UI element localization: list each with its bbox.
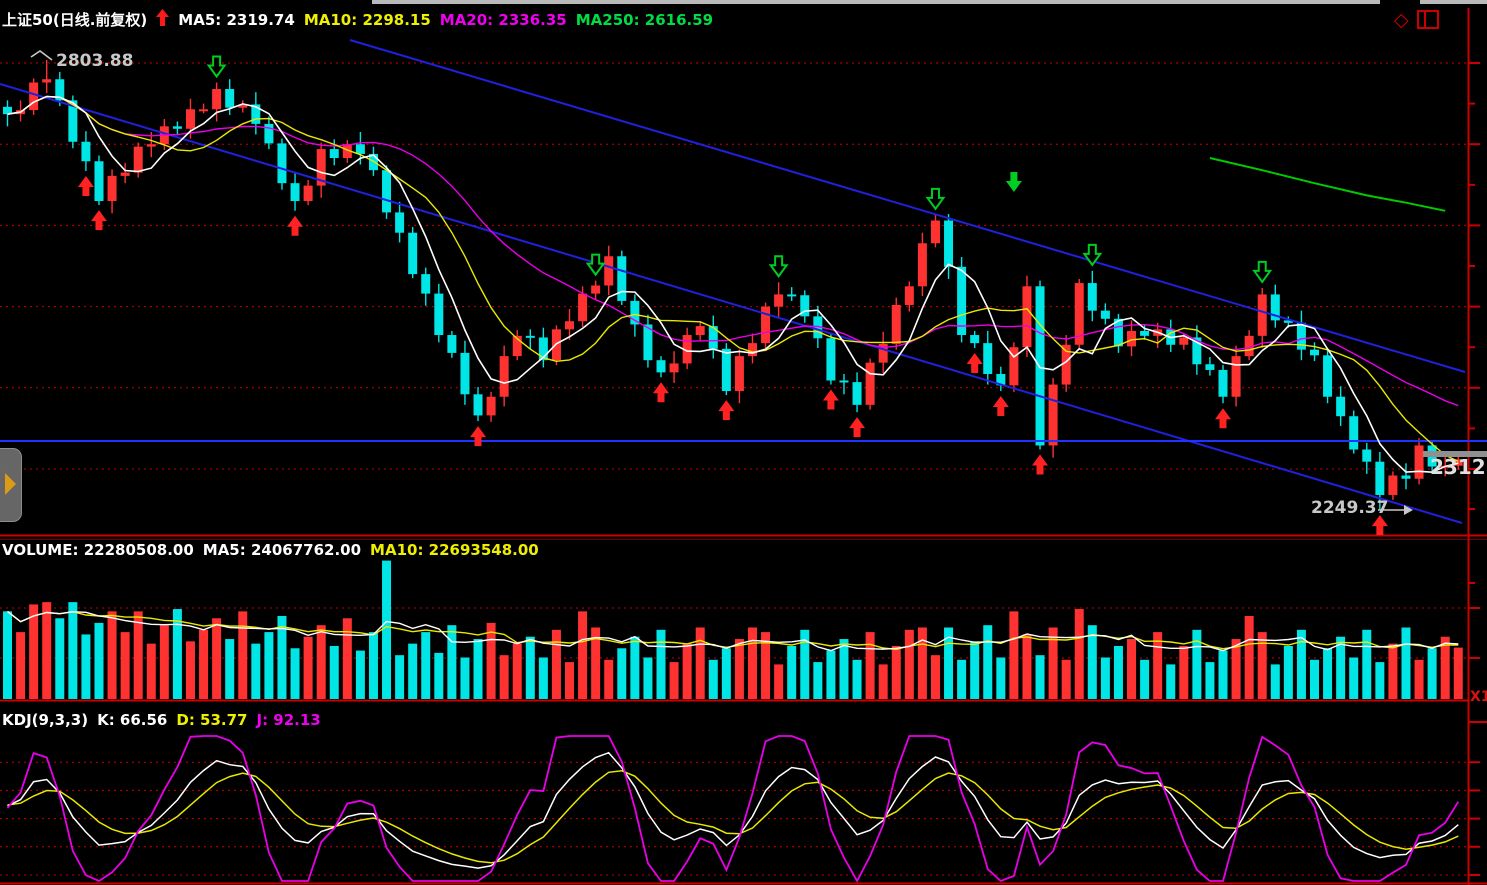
volume-scale-label: X1 bbox=[1470, 689, 1487, 705]
ma5-value: MA5: 2319.74 bbox=[178, 10, 295, 29]
diamond-icon[interactable]: ◇ bbox=[1394, 8, 1409, 31]
ma10-value: MA10: 2298.15 bbox=[303, 10, 431, 29]
up-arrow-icon bbox=[156, 9, 170, 30]
expand-triangle-icon bbox=[5, 473, 16, 495]
symbol-title: 上证50(日线.前复权) bbox=[2, 11, 148, 29]
high-price-label: 2803.88 bbox=[56, 51, 134, 71]
sidebar-expander-tab[interactable] bbox=[0, 448, 22, 522]
split-window-icon[interactable] bbox=[1416, 10, 1439, 29]
volume-ma5-value: MA5: 24067762.00 bbox=[202, 541, 362, 559]
ma20-value: MA20: 2336.35 bbox=[439, 10, 567, 29]
volume-ma10-value: MA10: 22693548.00 bbox=[370, 541, 539, 559]
main-chart-header: 上证50(日线.前复权) MA5: 2319.74 MA10: 2298.15 … bbox=[2, 9, 713, 30]
window-chrome-strip bbox=[372, 0, 1380, 4]
kdj-d-value: D: 53.77 bbox=[176, 711, 248, 729]
kdj-j-value: J: 92.13 bbox=[256, 711, 321, 729]
current-price-label: 2312 bbox=[1430, 455, 1486, 479]
kdj-k-value: K: 66.56 bbox=[97, 711, 168, 729]
window-chrome-strip2 bbox=[1420, 0, 1487, 4]
pane-window-controls: ◇ bbox=[1394, 10, 1439, 29]
ma250-value: MA250: 2616.59 bbox=[575, 10, 714, 29]
kdj-header: KDJ(9,3,3) K: 66.56 D: 53.77 J: 92.13 bbox=[2, 711, 321, 729]
volume-header: VOLUME: 22280508.00 MA5: 24067762.00 MA1… bbox=[2, 541, 539, 559]
low-price-label: 2249.37 bbox=[1311, 498, 1389, 518]
volume-value: VOLUME: 22280508.00 bbox=[2, 541, 194, 559]
kdj-title: KDJ(9,3,3) bbox=[2, 711, 89, 729]
